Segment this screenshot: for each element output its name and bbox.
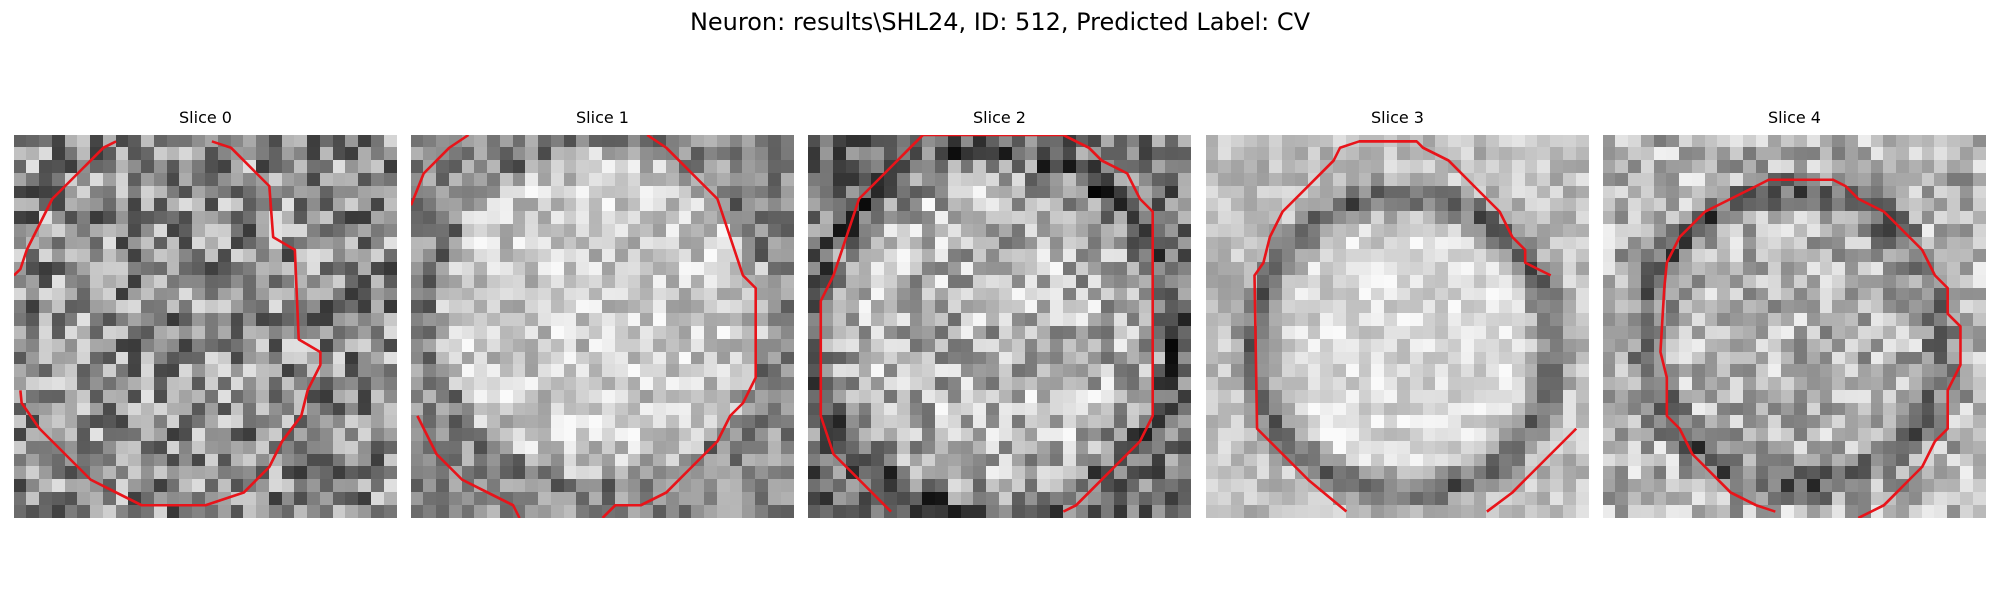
slice-panel-4: Slice 4 — [1603, 108, 1986, 518]
slice-panel-2: Slice 2 — [808, 108, 1191, 518]
slice-panel-1: Slice 1 — [411, 108, 794, 518]
slice-title-0: Slice 0 — [179, 108, 232, 127]
slice-title-2: Slice 2 — [973, 108, 1026, 127]
slice-image-4 — [1603, 135, 1986, 518]
figure-title: Neuron: results\SHL24, ID: 512, Predicte… — [689, 8, 1311, 36]
slice-title-1: Slice 1 — [576, 108, 629, 127]
slice-title-3: Slice 3 — [1371, 108, 1424, 127]
slice-panel-3: Slice 3 — [1206, 108, 1589, 518]
slice-image-0 — [14, 135, 397, 518]
slice-image-3 — [1206, 135, 1589, 518]
slice-panel-0: Slice 0 — [14, 108, 397, 518]
slice-image-2 — [808, 135, 1191, 518]
slice-image-1 — [411, 135, 794, 518]
slice-title-4: Slice 4 — [1768, 108, 1821, 127]
